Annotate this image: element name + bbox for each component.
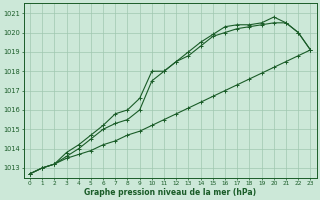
X-axis label: Graphe pression niveau de la mer (hPa): Graphe pression niveau de la mer (hPa) [84, 188, 256, 197]
